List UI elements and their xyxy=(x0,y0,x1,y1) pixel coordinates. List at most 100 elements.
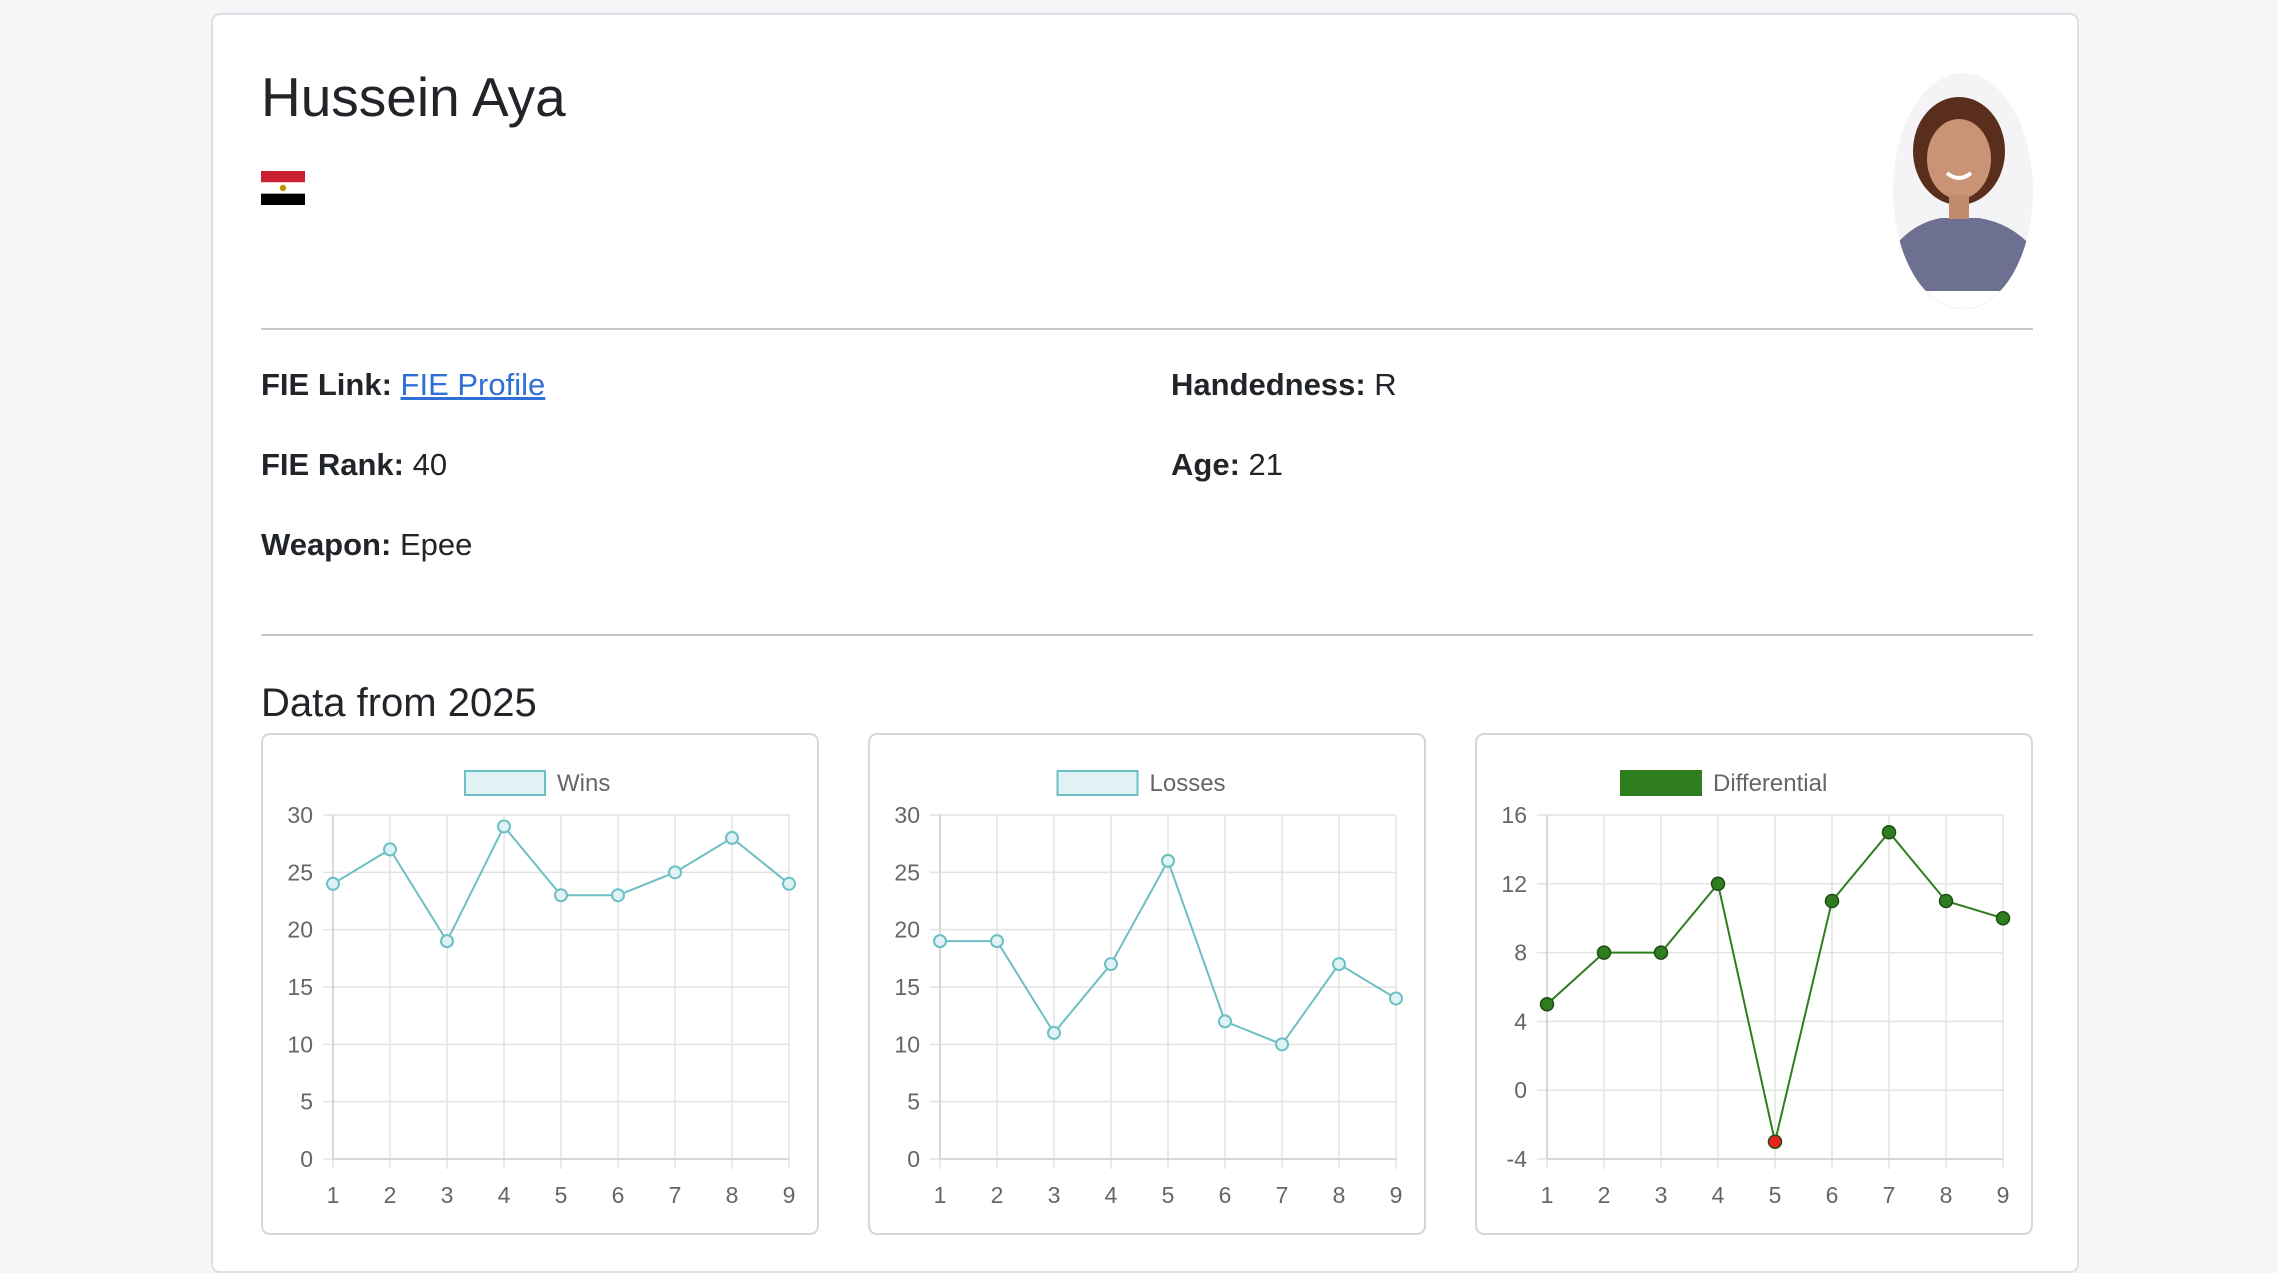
x-tick-label: 7 xyxy=(1883,1182,1896,1208)
x-tick-label: 5 xyxy=(1769,1182,1782,1208)
y-tick-label: 20 xyxy=(287,917,313,943)
x-tick-label: 7 xyxy=(1276,1182,1289,1208)
losses-data-point[interactable] xyxy=(933,934,947,949)
handedness-label: Handedness: xyxy=(1171,367,1366,402)
x-tick-label: 1 xyxy=(1541,1182,1554,1208)
wins-data-point[interactable] xyxy=(383,842,397,857)
y-tick-label: 4 xyxy=(1514,1008,1527,1034)
differential-legend-label[interactable]: Differential xyxy=(1713,770,1827,797)
x-tick-label: 6 xyxy=(1826,1182,1839,1208)
x-tick-label: 2 xyxy=(991,1182,1004,1208)
x-tick-label: 3 xyxy=(1048,1182,1061,1208)
losses-data-point[interactable] xyxy=(1104,957,1118,972)
losses-data-point[interactable] xyxy=(1218,1014,1232,1029)
y-tick-label: 0 xyxy=(300,1146,313,1172)
y-tick-label: 30 xyxy=(894,802,920,828)
weapon-row: Weapon: Epee xyxy=(261,527,472,563)
wins-data-point[interactable] xyxy=(782,876,796,891)
x-tick-label: 5 xyxy=(555,1182,568,1208)
differential-data-point[interactable] xyxy=(1767,1134,1783,1150)
y-tick-label: 25 xyxy=(287,859,313,885)
section-title: Data from 2025 xyxy=(261,681,537,725)
age-label: Age: xyxy=(1171,447,1240,482)
fie-rank-label: FIE Rank: xyxy=(261,447,404,482)
y-tick-label: 15 xyxy=(287,974,313,1000)
x-tick-label: 9 xyxy=(1997,1182,2010,1208)
wins-legend-swatch[interactable] xyxy=(464,770,546,796)
losses-legend-swatch[interactable] xyxy=(1056,770,1139,796)
losses-data-point[interactable] xyxy=(1275,1037,1289,1052)
x-tick-label: 6 xyxy=(1219,1182,1232,1208)
y-tick-label: 30 xyxy=(287,802,313,828)
differential-data-point[interactable] xyxy=(1596,945,1612,960)
wins-legend-label[interactable]: Wins xyxy=(557,770,610,797)
weapon-label: Weapon: xyxy=(261,527,392,562)
wins-data-point[interactable] xyxy=(668,865,682,880)
x-tick-label: 7 xyxy=(669,1182,682,1208)
athlete-name: Hussein Aya xyxy=(261,66,566,128)
losses-data-point[interactable] xyxy=(1047,1025,1061,1040)
x-tick-label: 4 xyxy=(498,1182,511,1208)
differential-data-point[interactable] xyxy=(1881,824,1897,840)
wins-data-point[interactable] xyxy=(497,819,511,834)
wins-chart-container: Wins 0 5 10 15 20 25 30 1 2 3 4 5 6 7 8 9 xyxy=(261,733,819,1235)
x-tick-label: 2 xyxy=(384,1182,397,1208)
y-tick-label: 10 xyxy=(894,1031,920,1057)
losses-chart-container: Losses 0 5 10 15 20 25 30 1 2 3 4 5 6 7 8 9 xyxy=(868,733,1426,1235)
fie-link-label: FIE Link: xyxy=(261,367,392,402)
age-value: 21 xyxy=(1248,447,1283,482)
differential-data-point[interactable] xyxy=(1653,945,1669,960)
fie-rank-row: FIE Rank: 40 xyxy=(261,447,447,483)
y-tick-label: 0 xyxy=(1514,1077,1527,1103)
losses-data-point[interactable] xyxy=(1161,853,1175,868)
wins-data-point[interactable] xyxy=(326,876,340,891)
top-divider xyxy=(261,328,2033,330)
middle-divider xyxy=(261,634,2033,636)
y-tick-label: -4 xyxy=(1507,1146,1528,1172)
y-tick-label: 10 xyxy=(287,1031,313,1057)
differential-data-point[interactable] xyxy=(1824,893,1840,909)
losses-data-point[interactable] xyxy=(990,934,1004,949)
wins-chart: Wins 0 5 10 15 20 25 30 1 2 3 4 5 6 7 8 9 xyxy=(287,770,796,1208)
wins-data-point[interactable] xyxy=(725,830,739,845)
wins-data-point[interactable] xyxy=(440,934,454,949)
y-tick-label: 16 xyxy=(1501,802,1527,828)
x-tick-label: 3 xyxy=(441,1182,454,1208)
differential-data-point[interactable] xyxy=(1995,910,2011,926)
losses-legend-label[interactable]: Losses xyxy=(1150,770,1226,797)
x-tick-label: 4 xyxy=(1105,1182,1118,1208)
fie-profile-link[interactable]: FIE Profile xyxy=(400,367,546,402)
differential-legend-swatch[interactable] xyxy=(1620,770,1702,796)
losses-data-point[interactable] xyxy=(1332,957,1346,972)
x-tick-label: 1 xyxy=(327,1182,340,1208)
x-tick-label: 8 xyxy=(726,1182,739,1208)
age-row: Age: 21 xyxy=(1171,447,1283,483)
x-tick-label: 9 xyxy=(783,1182,796,1208)
y-tick-label: 8 xyxy=(1514,940,1527,966)
wins-data-point[interactable] xyxy=(611,888,625,903)
differential-data-point[interactable] xyxy=(1938,893,1954,909)
handedness-value: R xyxy=(1374,367,1397,402)
differential-chart-container: Differential -4 0 4 8 12 16 1 2 3 4 5 6 7 8 9 xyxy=(1475,733,2033,1235)
x-tick-label: 8 xyxy=(1333,1182,1346,1208)
x-tick-label: 9 xyxy=(1390,1182,1403,1208)
y-tick-label: 5 xyxy=(907,1089,920,1115)
fie-link-row: FIE Link: FIE Profile xyxy=(261,367,545,403)
athlete-photo xyxy=(1893,73,2033,309)
differential-data-point[interactable] xyxy=(1539,996,1555,1012)
y-tick-label: 0 xyxy=(907,1146,920,1172)
weapon-value: Epee xyxy=(399,527,473,562)
y-tick-label: 5 xyxy=(300,1089,313,1115)
x-tick-label: 2 xyxy=(1598,1182,1611,1208)
fie-rank-value: 40 xyxy=(412,447,448,482)
y-tick-label: 15 xyxy=(894,974,920,1000)
differential-data-point[interactable] xyxy=(1710,876,1726,892)
athlete-card: Hussein Aya FIE Link: xyxy=(211,13,2079,1273)
wins-data-point[interactable] xyxy=(554,888,568,903)
x-tick-label: 6 xyxy=(612,1182,625,1208)
y-tick-label: 25 xyxy=(894,859,920,885)
egypt-flag-icon xyxy=(261,171,305,205)
y-tick-label: 12 xyxy=(1501,871,1527,897)
losses-data-point[interactable] xyxy=(1389,991,1403,1006)
